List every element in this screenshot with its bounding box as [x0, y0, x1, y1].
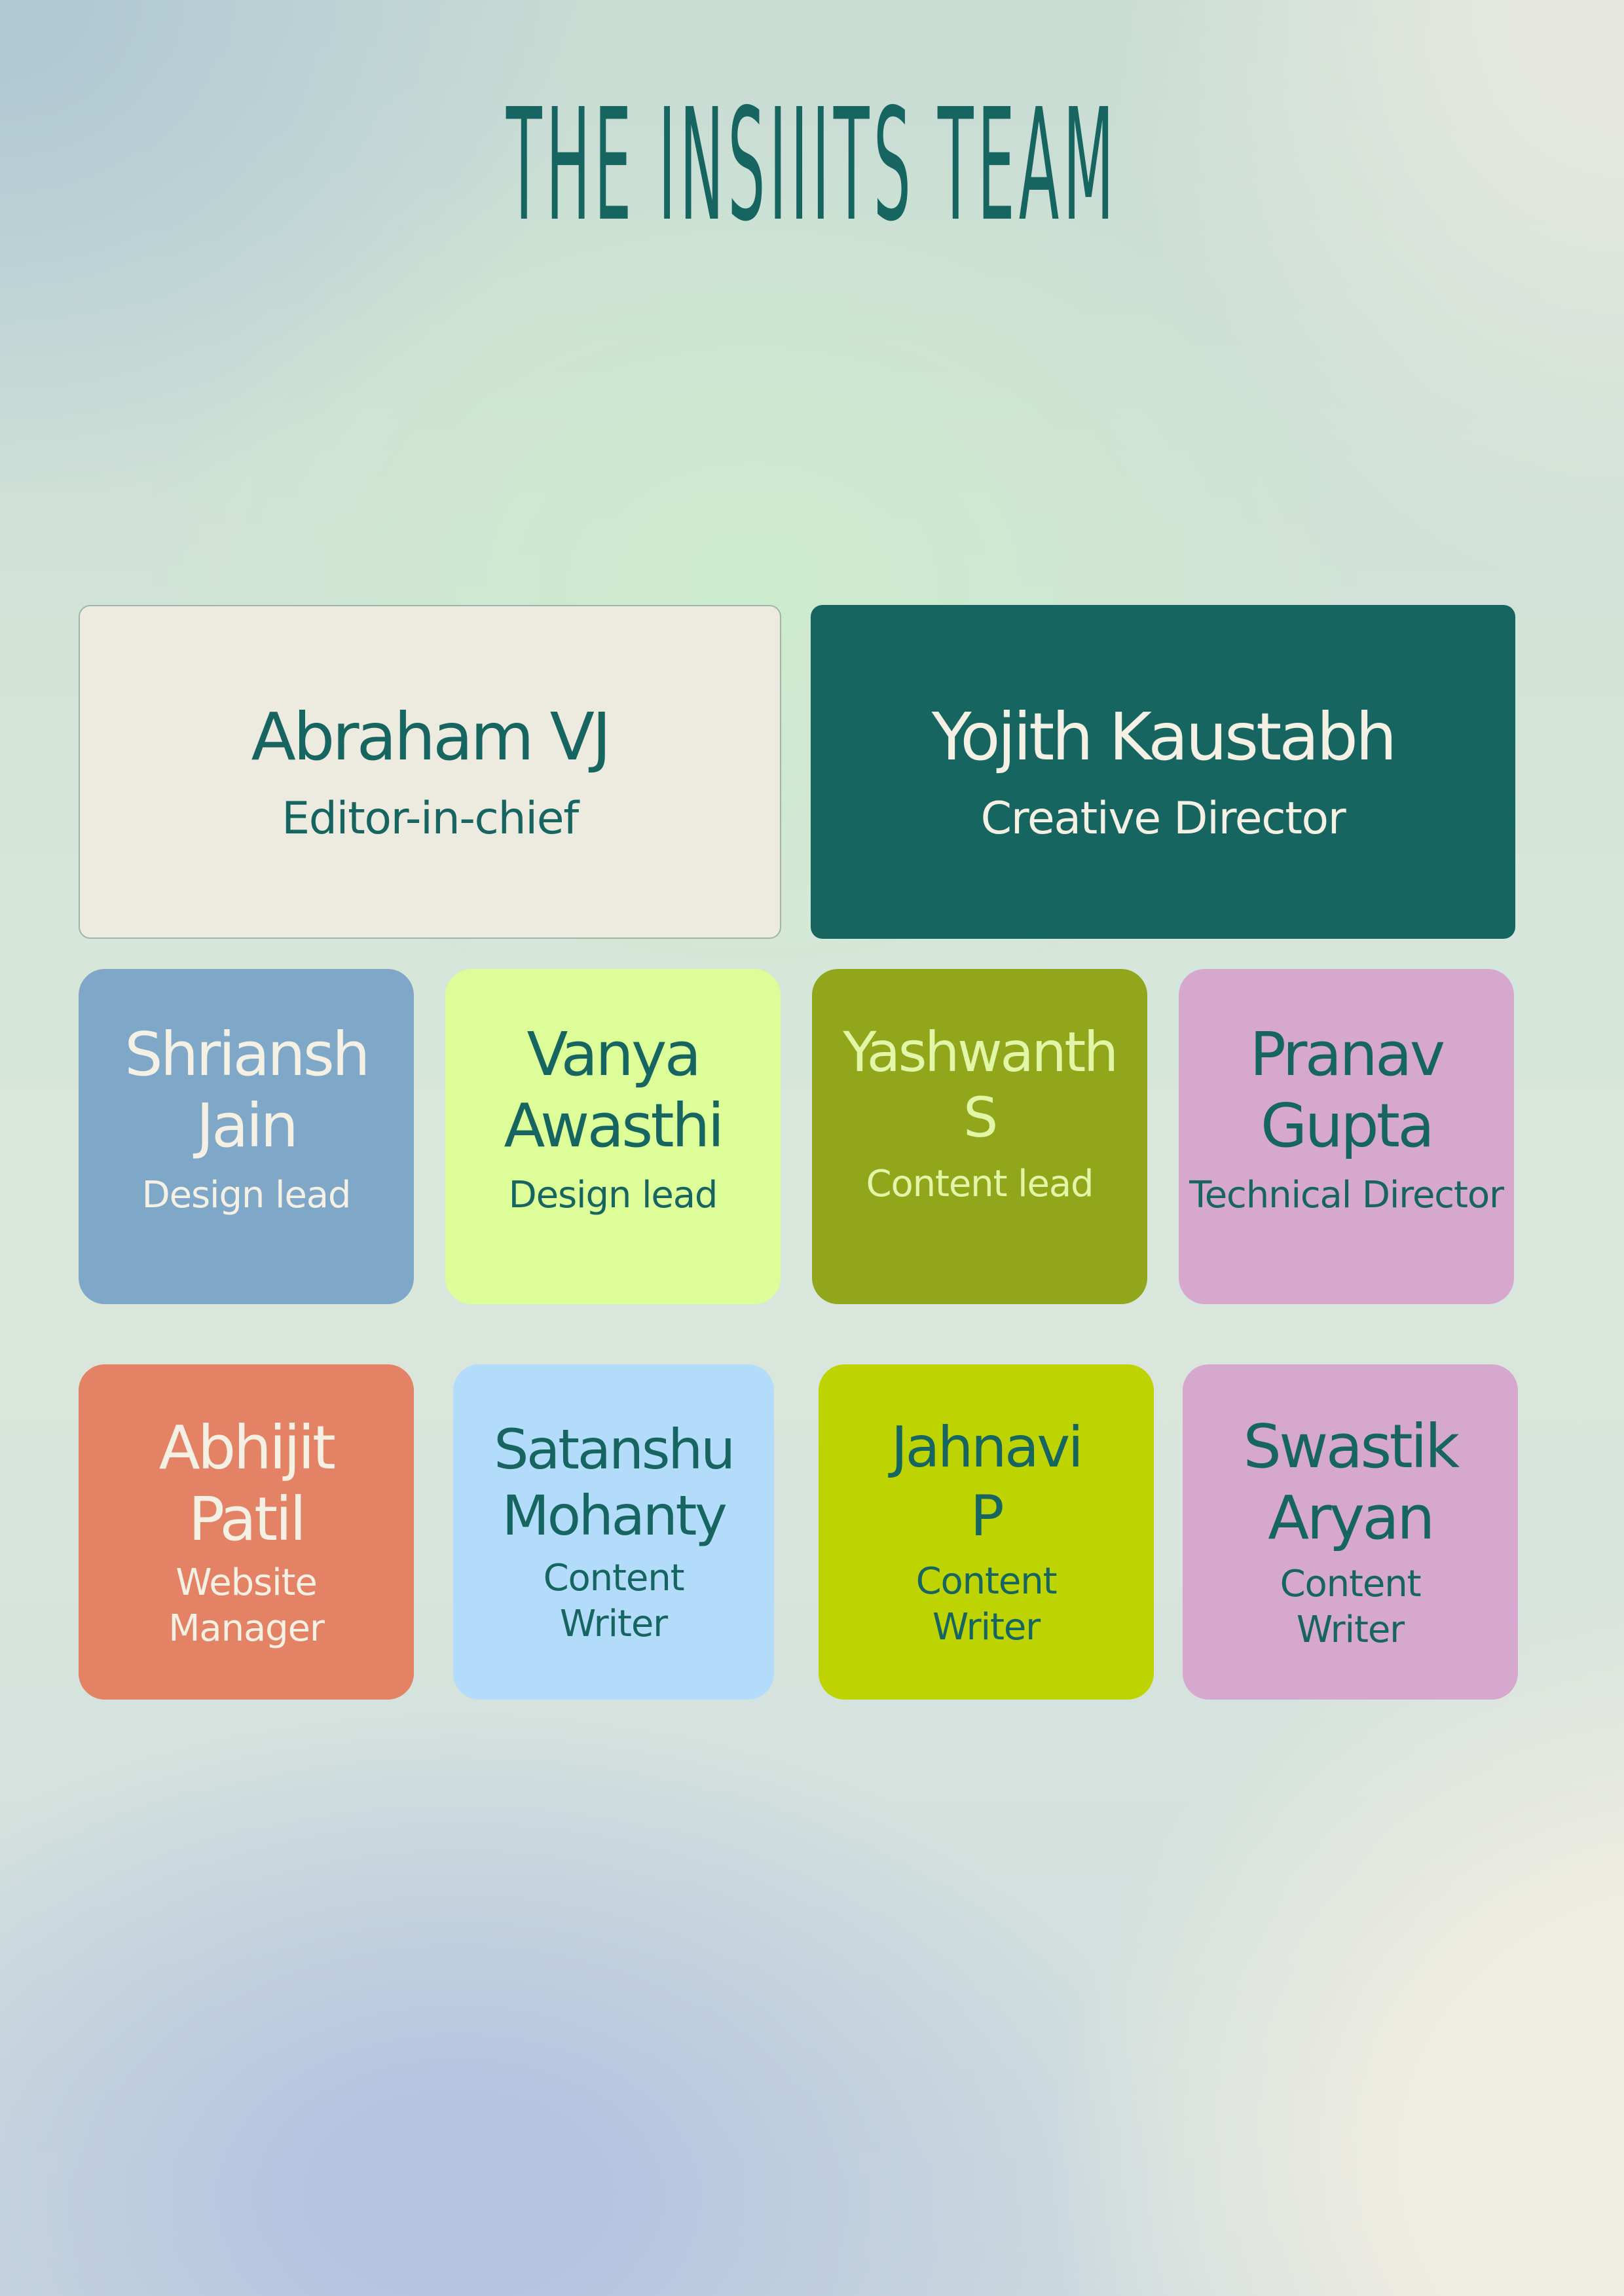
page-title: THE INSIIITS TEAM	[506, 75, 1118, 255]
member-name: Yashwanth S	[843, 1020, 1118, 1150]
team-card-yashwanth: Yashwanth S Content lead	[812, 969, 1147, 1304]
team-card-vanya: Vanya Awasthi Design lead	[445, 969, 781, 1304]
member-role: Content Writer	[543, 1556, 685, 1645]
member-name: Swastik Aryan	[1243, 1411, 1460, 1553]
member-name: Jahnavi P	[891, 1415, 1084, 1549]
member-role: Website Manager	[168, 1561, 325, 1650]
member-role: Design lead	[508, 1173, 718, 1216]
member-name: Yojith Kaustabh	[931, 698, 1397, 775]
team-card-shriansh: Shriansh Jain Design lead	[79, 969, 414, 1304]
team-card-yojith: Yojith Kaustabh Creative Director	[811, 605, 1515, 939]
member-name: Abraham VJ	[251, 698, 611, 775]
team-card-abhijit: Abhijit Patil Website Manager	[79, 1364, 414, 1700]
member-name: Pranav Gupta	[1249, 1019, 1445, 1161]
member-role: Editor-in-chief	[282, 792, 579, 845]
member-role: Technical Director	[1189, 1173, 1504, 1216]
member-role: Content lead	[866, 1162, 1094, 1205]
member-name: Shriansh Jain	[124, 1019, 370, 1161]
member-name: Satanshu Mohanty	[494, 1417, 735, 1548]
team-card-satanshu: Satanshu Mohanty Content Writer	[453, 1364, 774, 1700]
member-role: Design lead	[141, 1173, 352, 1216]
member-role: Content Writer	[1280, 1563, 1422, 1652]
team-card-abraham: Abraham VJ Editor-in-chief	[79, 605, 781, 939]
member-name: Abhijit Patil	[158, 1412, 336, 1554]
member-role: Creative Director	[980, 792, 1346, 845]
member-name: Vanya Awasthi	[504, 1019, 725, 1161]
member-role: Content Writer	[915, 1559, 1058, 1649]
team-card-pranav: Pranav Gupta Technical Director	[1179, 969, 1514, 1304]
team-card-swastik: Swastik Aryan Content Writer	[1183, 1364, 1518, 1700]
team-card-jahnavi: Jahnavi P Content Writer	[819, 1364, 1154, 1700]
